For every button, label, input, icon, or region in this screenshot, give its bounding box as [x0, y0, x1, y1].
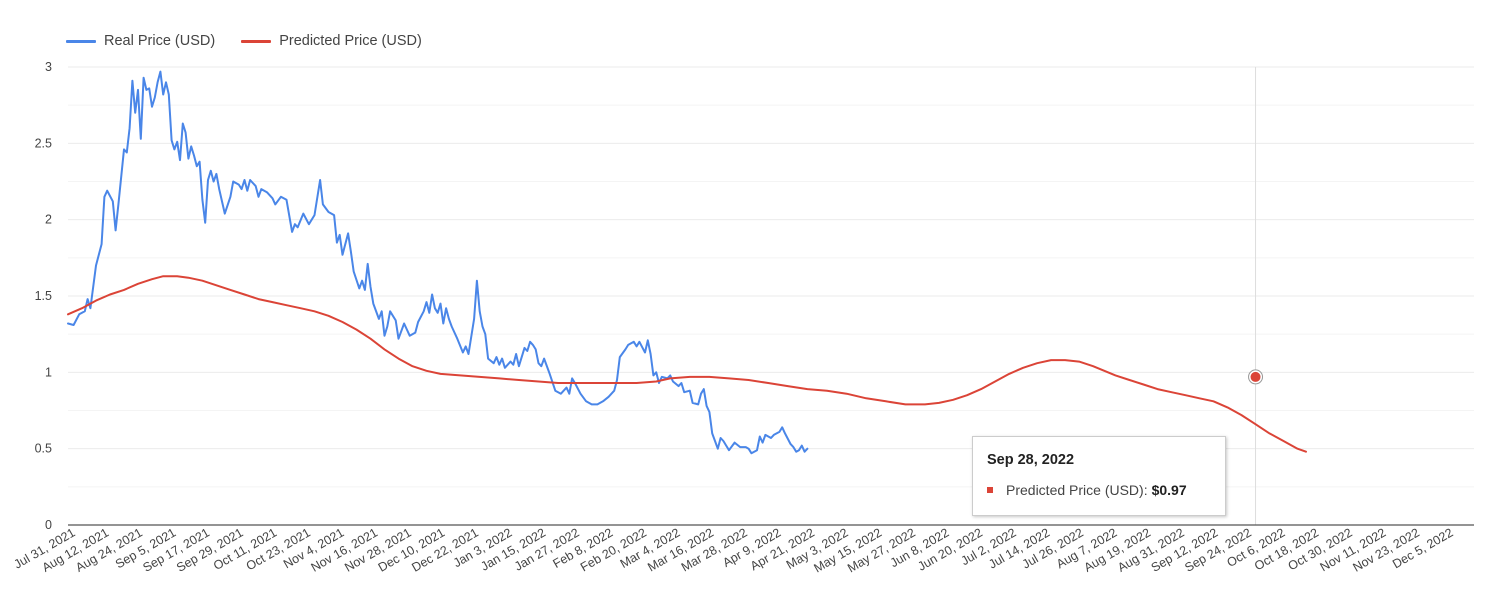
- tooltip-row: Predicted Price (USD): $0.97: [987, 482, 1187, 498]
- legend-label-predicted: Predicted Price (USD): [279, 33, 422, 49]
- predicted-price-line[interactable]: [67, 275, 1307, 453]
- y-tick-label: 0: [45, 518, 52, 532]
- y-axis-ticks: 0 0.5 1 1.5 2 2.5 3: [35, 60, 52, 532]
- real-price-line[interactable]: [67, 70, 809, 455]
- highlight-marker[interactable]: [1248, 369, 1264, 385]
- legend-label-real: Real Price (USD): [104, 33, 216, 49]
- chart-legend: Real Price (USD) Predicted Price (USD): [66, 33, 448, 49]
- grid-lines: [68, 66, 1474, 488]
- tooltip-series-swatch: [987, 487, 993, 493]
- legend-swatch-predicted: [241, 39, 272, 43]
- legend-item-real-price[interactable]: Real Price (USD): [66, 33, 215, 49]
- y-tick-label: 3: [45, 60, 52, 74]
- tooltip-value: $0.97: [1151, 482, 1187, 498]
- y-tick-label: 1: [45, 365, 52, 379]
- tooltip-date: Sep 28, 2022: [987, 452, 1075, 468]
- tooltip-series-label: Predicted Price (USD):: [1006, 482, 1148, 498]
- legend-swatch-real: [66, 39, 96, 43]
- y-tick-label: 0.5: [35, 442, 52, 456]
- highlight-point[interactable]: [1250, 371, 1261, 382]
- legend-item-predicted-price[interactable]: Predicted Price (USD): [241, 33, 422, 49]
- y-tick-label: 1.5: [35, 289, 52, 303]
- series-lines: [67, 70, 1307, 455]
- hover-tooltip: Sep 28, 2022 Predicted Price (USD): $0.9…: [972, 436, 1226, 516]
- y-tick-label: 2: [45, 213, 52, 227]
- y-tick-label: 2.5: [35, 136, 52, 150]
